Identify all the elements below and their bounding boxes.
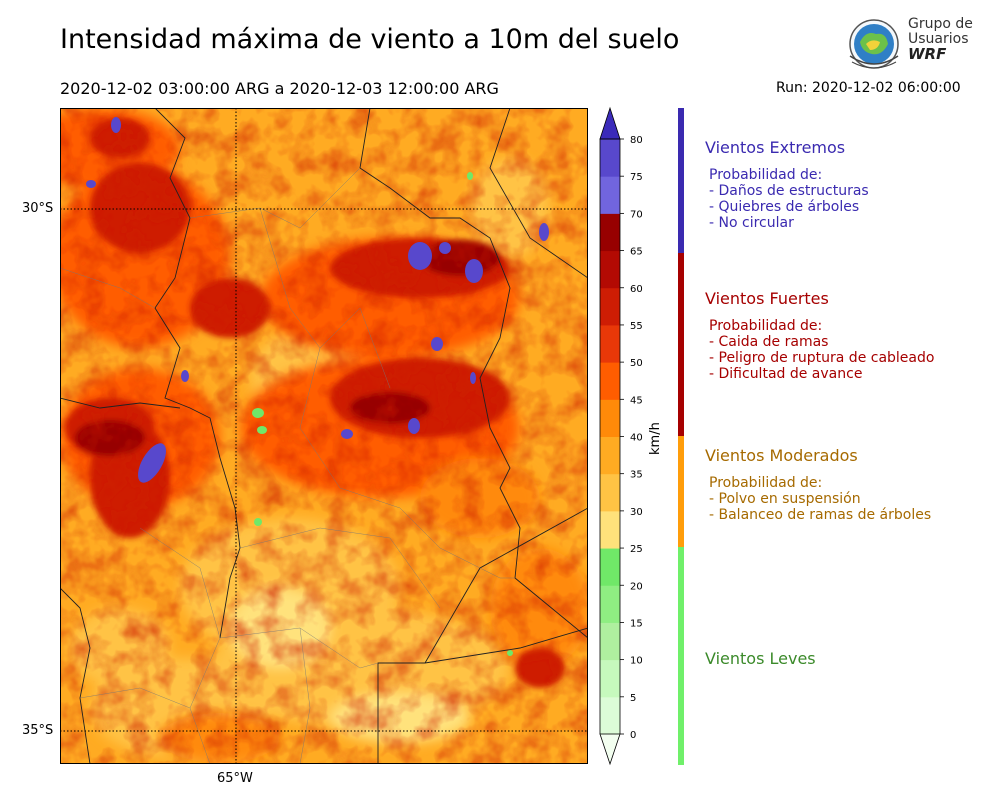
chart-title: Intensidad máxima de viento a 10m del su… [60,24,680,55]
logo-line-2: Usuarios [908,31,969,47]
lon-label-65w: 65°W [217,771,253,786]
category-line: Probabilidad de: [709,167,823,183]
category-line: - Caida de ramas [709,334,829,350]
colorbar-tick-label: 30 [630,507,643,518]
colorbar-tick-label: 55 [630,321,643,332]
province-borders [60,167,515,764]
category-line: - Polvo en suspensión [709,491,861,507]
category-line: - Quiebres de árboles [709,199,860,215]
category-moderados: Vientos Moderados Probabilidad de: - Pol… [705,446,931,523]
colorbar-segment [600,659,620,698]
category-title: Vientos Moderados [705,446,858,465]
colorbar-segment [600,585,620,623]
colorbar-unit: km/h [648,422,663,455]
category-line: Probabilidad de: [709,475,823,491]
colorbar-segment [600,436,620,475]
category-line: - No circular [709,215,794,231]
run-timestamp: Run: 2020-12-02 06:00:00 [776,80,961,96]
colorbar-segment [600,324,620,363]
logo-line-1: Grupo de [908,16,973,32]
colorbar-segment [600,696,620,735]
colorbar-tick-label: 70 [630,209,643,220]
category-extremos: Vientos Extremos Probabilidad de: - Daño… [705,138,869,231]
category-bar-moderados [678,436,684,547]
graticule [60,108,588,764]
colorbar-extend-low [599,733,621,766]
colorbar-tick-label: 80 [630,135,643,146]
category-title: Vientos Leves [705,649,816,668]
colorbar: 0 5 10 15 20 25 30 35 40 45 50 55 60 65 70 75 80 [599,106,643,766]
wind-field-extreme [86,117,549,483]
colorbar-tick-label: 0 [630,730,636,741]
globe-logo-icon [849,19,899,69]
colorbar-segments [599,106,621,766]
category-title: Vientos Extremos [705,138,846,157]
colorbar-tick-label: 75 [630,172,643,183]
forecast-period: 2020-12-02 03:00:00 ARG a 2020-12-03 12:… [60,79,499,98]
colorbar-segment [600,548,620,586]
country-borders [60,108,588,764]
category-fuertes: Vientos Fuertes Probabilidad de: - Caida… [705,289,934,382]
logo-line-3: WRF [908,45,947,63]
colorbar-ticks: 0 5 10 15 20 25 30 35 40 45 50 55 60 65 70 75 80 [620,135,643,741]
colorbar-segment [600,622,620,661]
colorbar-segment [600,213,620,252]
colorbar-tick-label: 20 [630,581,643,592]
colorbar-segment [600,362,620,400]
wind-map [60,108,588,764]
wind-field-texture [60,108,588,764]
wind-field-light [252,172,513,656]
colorbar-segment [600,287,620,326]
colorbar-segment [600,250,620,289]
category-leves: Vientos Leves [705,649,816,668]
category-line: - Dificultad de avance [709,366,863,382]
category-bar-extremos [678,108,684,253]
colorbar-segment [600,139,620,177]
colorbar-tick-label: 35 [630,470,643,481]
colorbar-segment [600,473,620,512]
colorbar-segment [600,510,620,549]
category-title: Vientos Fuertes [705,289,829,308]
colorbar-tick-label: 60 [630,284,643,295]
colorbar-extend-high [599,106,621,140]
category-line: - Balanceo de ramas de árboles [709,507,932,523]
lat-label-35s: 35°S [22,723,54,738]
map-frame [60,108,588,764]
colorbar-tick-label: 50 [630,358,643,369]
category-line: - Peligro de ruptura de cableado [709,350,935,366]
colorbar-segment [600,399,620,437]
colorbar-tick-label: 65 [630,247,643,258]
colorbar-segment [600,176,620,214]
category-line: - Daños de estructuras [709,183,869,199]
colorbar-tick-label: 45 [630,395,643,406]
colorbar-tick-label: 40 [630,433,643,444]
lat-label-30s: 30°S [22,201,54,216]
colorbar-tick-label: 25 [630,544,643,555]
category-bar-fuertes [678,253,684,436]
colorbar-tick-label: 5 [630,693,636,704]
wrf-logo: Grupo de Usuarios WRF [846,16,976,72]
colorbar-tick-label: 10 [630,656,643,667]
category-bar-leves [678,547,684,765]
category-line: Probabilidad de: [709,318,823,334]
colorbar-tick-label: 15 [630,618,643,629]
